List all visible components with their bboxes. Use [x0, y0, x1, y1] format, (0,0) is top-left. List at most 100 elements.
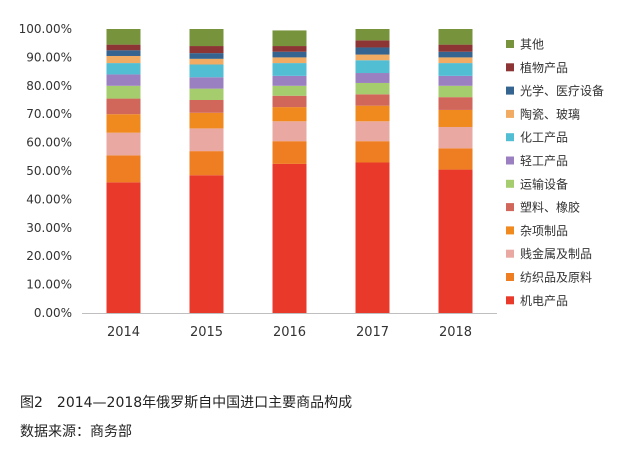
legend-item: 机电产品	[506, 294, 568, 308]
legend-swatch	[506, 226, 514, 235]
legend-item: 光学、医疗设备	[506, 83, 604, 98]
y-tick-label: 90.00%	[26, 50, 72, 64]
bar-segment-series-7	[438, 63, 473, 76]
figure-caption: 图2 2014—2018年俄罗斯自中国进口主要商品构成	[20, 395, 353, 411]
bar-segment-series-6	[355, 73, 390, 83]
legend-item: 运输设备	[506, 176, 568, 191]
x-tick-label: 2016	[273, 325, 306, 340]
legend-item: 化工产品	[506, 131, 568, 145]
bar-segment-series-2	[272, 121, 307, 142]
bar-segment-series-1	[106, 155, 141, 183]
bar-segment-series-4	[438, 97, 473, 110]
bar-segment-series-7	[106, 63, 141, 75]
bar-segment-series-8	[438, 57, 473, 64]
bar-segment-series-3	[106, 114, 141, 133]
bar-segment-series-6	[438, 75, 473, 86]
bar-segment-series-0	[272, 163, 307, 313]
legend-label: 陶瓷、玻璃	[520, 106, 580, 121]
bar-segment-series-10	[355, 40, 390, 48]
legend-swatch	[506, 203, 514, 212]
bar-segment-series-7	[189, 64, 224, 78]
bar-segment-series-10	[106, 44, 141, 51]
legend-item: 贱金属及制品	[506, 246, 592, 261]
y-tick-label: 0.00%	[34, 306, 72, 320]
bar-segment-series-8	[355, 54, 390, 61]
bar-segment-series-5	[189, 88, 224, 100]
bar-segment-series-0	[106, 182, 141, 313]
legend-item: 陶瓷、玻璃	[506, 106, 580, 121]
y-tick-label: 60.00%	[26, 136, 72, 150]
legend-item: 杂项制品	[506, 224, 568, 238]
bar-segment-series-5	[438, 85, 473, 98]
y-tick-label: 40.00%	[26, 192, 72, 206]
y-tick-label: 80.00%	[26, 79, 72, 93]
bar-segment-series-5	[272, 85, 307, 96]
legend-item: 轻工产品	[506, 154, 568, 168]
y-tick-label: 10.00%	[26, 278, 72, 292]
bar-segment-series-0	[438, 169, 473, 313]
legend-swatch	[506, 179, 514, 188]
legend-label: 机电产品	[520, 294, 568, 308]
data-source-note: 数据来源：商务部	[20, 424, 132, 440]
legend-label: 光学、医疗设备	[520, 83, 604, 98]
bar-segment-series-10	[189, 46, 224, 54]
bar-segment-series-11	[272, 30, 307, 47]
legend-label: 其他	[520, 38, 544, 52]
legend-swatch	[506, 249, 514, 258]
bar-stack-2017	[355, 29, 390, 313]
legend-item: 其他	[506, 38, 544, 52]
bar-segment-series-11	[355, 29, 390, 41]
legend-label: 纺织品及原料	[520, 271, 592, 285]
bar-segment-series-2	[438, 126, 473, 149]
legend-swatch	[506, 156, 514, 165]
bar-segment-series-1	[355, 141, 390, 163]
bar-segment-series-9	[272, 51, 307, 58]
bar-stack-2018	[438, 29, 473, 313]
legend-label: 植物产品	[520, 60, 568, 75]
y-tick-label: 20.00%	[26, 249, 72, 263]
bar-segment-series-1	[272, 141, 307, 164]
x-axis: 2014 2015 2016 2017 2018	[82, 313, 497, 340]
bar-segment-series-10	[438, 44, 473, 52]
bar-segment-series-3	[438, 109, 473, 127]
bar-segment-series-7	[355, 60, 390, 74]
legend-swatch	[506, 296, 514, 305]
bar-stack-2016	[272, 30, 307, 313]
legend-label: 运输设备	[520, 176, 568, 191]
legend-label: 化工产品	[520, 131, 568, 145]
x-tick-label: 2015	[190, 325, 223, 340]
y-axis: 0.00% 10.00% 20.00% 30.00% 40.00% 50.00% 60.00…	[19, 22, 72, 320]
bar-segment-series-5	[106, 85, 141, 99]
bar-segment-series-3	[189, 112, 224, 129]
bar-segment-series-10	[272, 46, 307, 52]
y-tick-label: 70.00%	[26, 107, 72, 121]
bar-segment-series-0	[189, 175, 224, 313]
bar-segment-series-9	[438, 51, 473, 58]
bar-stack-2015	[189, 29, 224, 313]
bar-segment-series-6	[189, 77, 224, 89]
bar-segment-series-8	[189, 58, 224, 65]
bar-segment-series-3	[272, 107, 307, 122]
bar-segment-series-0	[355, 162, 390, 313]
y-tick-label: 100.00%	[19, 22, 72, 36]
bar-segment-series-3	[355, 105, 390, 122]
legend-item: 植物产品	[506, 60, 568, 75]
x-tick-label: 2014	[107, 325, 140, 340]
y-tick-label: 30.00%	[26, 221, 72, 235]
bar-segment-series-11	[106, 29, 141, 45]
legend-item: 纺织品及原料	[506, 271, 592, 285]
bar-segment-series-1	[189, 151, 224, 176]
bar-segment-series-11	[189, 29, 224, 47]
legend-swatch	[506, 40, 514, 48]
bar-segment-series-2	[106, 132, 141, 156]
legend: 其他植物产品光学、医疗设备陶瓷、玻璃化工产品轻工产品运输设备塑料、橡胶杂项制品贱…	[506, 38, 604, 308]
bar-segment-series-7	[272, 63, 307, 76]
legend-swatch	[506, 133, 514, 142]
legend-label: 塑料、橡胶	[520, 200, 580, 215]
bar-segment-series-4	[272, 95, 307, 108]
legend-swatch	[506, 63, 514, 72]
bar-segment-series-11	[438, 29, 473, 45]
legend-label: 轻工产品	[520, 154, 568, 168]
bar-segment-series-9	[106, 50, 141, 56]
